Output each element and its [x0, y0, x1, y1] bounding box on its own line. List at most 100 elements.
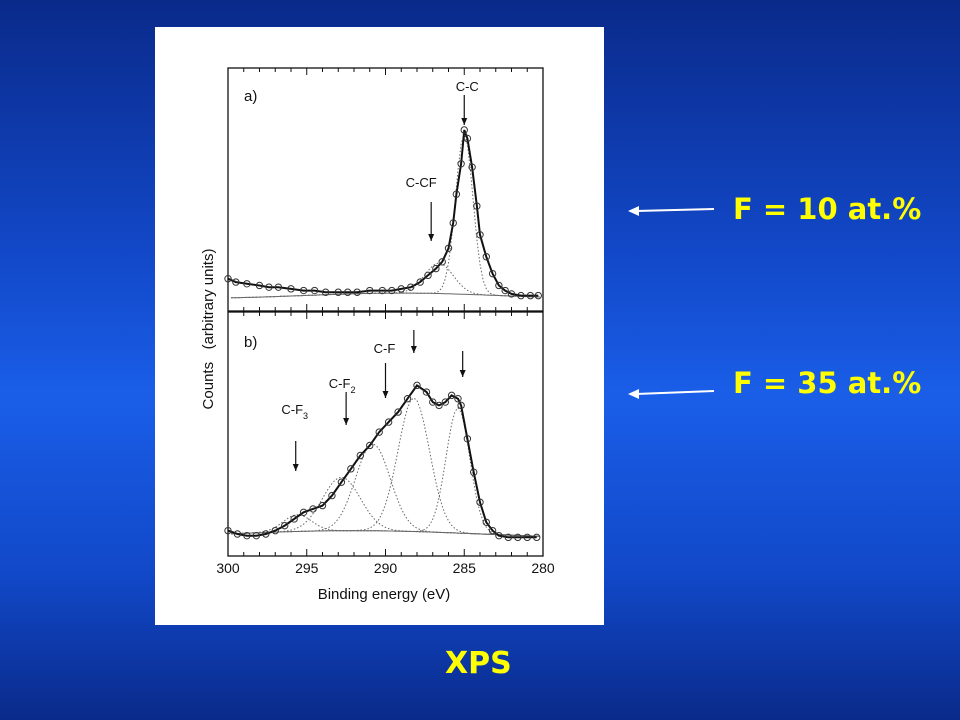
component-b-4 — [231, 406, 540, 537]
data-point-a — [274, 283, 283, 291]
data-point-b — [447, 391, 456, 400]
xps-figure: 300 295 290 285 280 C-C C-CF C-F C-F2 C-F3 a) b)… — [155, 27, 604, 625]
data-point-a — [397, 285, 405, 293]
data-point-b — [441, 398, 450, 406]
data-point-b — [299, 508, 308, 516]
x-axis-label: Binding energy (eV) — [318, 586, 451, 603]
data-point-b — [281, 521, 289, 530]
data-point-a — [424, 271, 432, 280]
data-point-a — [310, 286, 319, 295]
xps-chart: 300 295 290 285 280 C-C C-CF C-F C-F2 C-F3 a) b)… — [200, 67, 555, 603]
data-point-b — [271, 526, 279, 535]
data-point-b — [523, 533, 531, 542]
data-point-a — [460, 126, 468, 134]
data-point-b — [375, 428, 383, 436]
data-point-a — [476, 231, 484, 239]
component-b-3 — [231, 397, 540, 537]
peak-label: C-F3 — [281, 402, 308, 421]
data-point-b — [233, 530, 242, 538]
component-b-0 — [231, 514, 540, 537]
data-point-b — [457, 401, 465, 410]
y-axis-label: Counts (arbitrary units) — [200, 249, 217, 410]
data-point-a — [501, 286, 509, 295]
arrow-left-icon — [628, 206, 715, 216]
fit-curve-a — [227, 129, 539, 297]
data-point-a — [321, 288, 330, 296]
data-point-a — [482, 253, 490, 261]
footer-xps-label: XPS — [445, 646, 512, 681]
data-point-b — [366, 441, 374, 450]
data-point-a — [378, 286, 387, 295]
data-point-a — [463, 134, 472, 143]
x-tick-label: 285 — [453, 560, 477, 576]
data-point-b — [495, 531, 503, 540]
arrow-left-icon — [628, 389, 715, 399]
data-point-b — [422, 388, 431, 396]
data-point-b — [384, 418, 393, 426]
arrow-head-icon — [292, 464, 299, 471]
data-point-b — [328, 491, 336, 500]
baseline-b — [231, 530, 540, 537]
data-point-a — [353, 288, 361, 296]
x-tick-label: 300 — [216, 560, 240, 576]
data-point-b — [413, 381, 421, 390]
data-point-a — [416, 278, 424, 286]
data-point-a — [232, 278, 240, 286]
annotation-f35: F = 35 at.% — [733, 366, 922, 400]
data-point-b — [337, 478, 346, 486]
data-point-b — [488, 526, 497, 535]
data-point-a — [432, 264, 440, 273]
data-point-a — [255, 281, 264, 290]
data-point-b — [435, 401, 443, 410]
data-point-a — [534, 291, 542, 300]
data-point-a — [444, 244, 453, 253]
arrow-head-icon — [382, 391, 389, 398]
data-point-a — [344, 288, 352, 296]
annotation-f10: F = 10 at.% — [733, 192, 922, 226]
x-tick-label: 290 — [374, 560, 398, 576]
component-c-c — [231, 131, 540, 299]
data-point-a — [488, 269, 497, 278]
arrow-head-icon — [461, 118, 468, 125]
data-point-a — [449, 219, 457, 227]
data-point-a — [452, 190, 461, 198]
data-point-b — [463, 435, 472, 443]
baseline-a — [231, 292, 540, 299]
data-point-a — [438, 258, 446, 266]
data-point-b — [476, 498, 484, 506]
data-point-a — [407, 283, 415, 291]
data-point-b — [290, 515, 298, 523]
arrow-head-icon — [343, 418, 350, 425]
data-point-a — [517, 291, 525, 300]
component-c-cf — [231, 262, 540, 299]
peak-label: C-CF — [406, 175, 437, 190]
component-b-2 — [231, 443, 540, 537]
arrow-head-icon — [410, 346, 417, 353]
data-point-a — [243, 280, 251, 288]
panel-b-label: b) — [244, 334, 257, 351]
panel-a-label: a) — [244, 88, 257, 105]
data-point-a — [388, 286, 396, 295]
data-point-b — [403, 395, 412, 403]
component-b-1 — [231, 476, 540, 537]
data-point-b — [454, 395, 462, 403]
data-point-b — [514, 533, 522, 542]
data-point-b — [252, 531, 261, 540]
data-point-b — [394, 408, 402, 416]
peak-label: C-F — [374, 341, 396, 356]
data-point-a — [299, 286, 308, 295]
data-point-b — [262, 530, 270, 538]
arrow-head-icon — [428, 234, 435, 241]
data-point-b — [318, 501, 327, 510]
data-point-a — [334, 288, 342, 296]
peak-label: C-F2 — [329, 376, 356, 395]
data-point-a — [526, 291, 535, 300]
data-point-b — [243, 531, 251, 540]
data-point-a — [287, 285, 295, 293]
data-point-a — [473, 202, 481, 210]
data-point-a — [224, 275, 232, 283]
data-point-b — [533, 533, 541, 542]
data-point-b — [224, 526, 232, 535]
data-point-a — [366, 286, 374, 295]
fit-curve-b — [227, 384, 537, 539]
